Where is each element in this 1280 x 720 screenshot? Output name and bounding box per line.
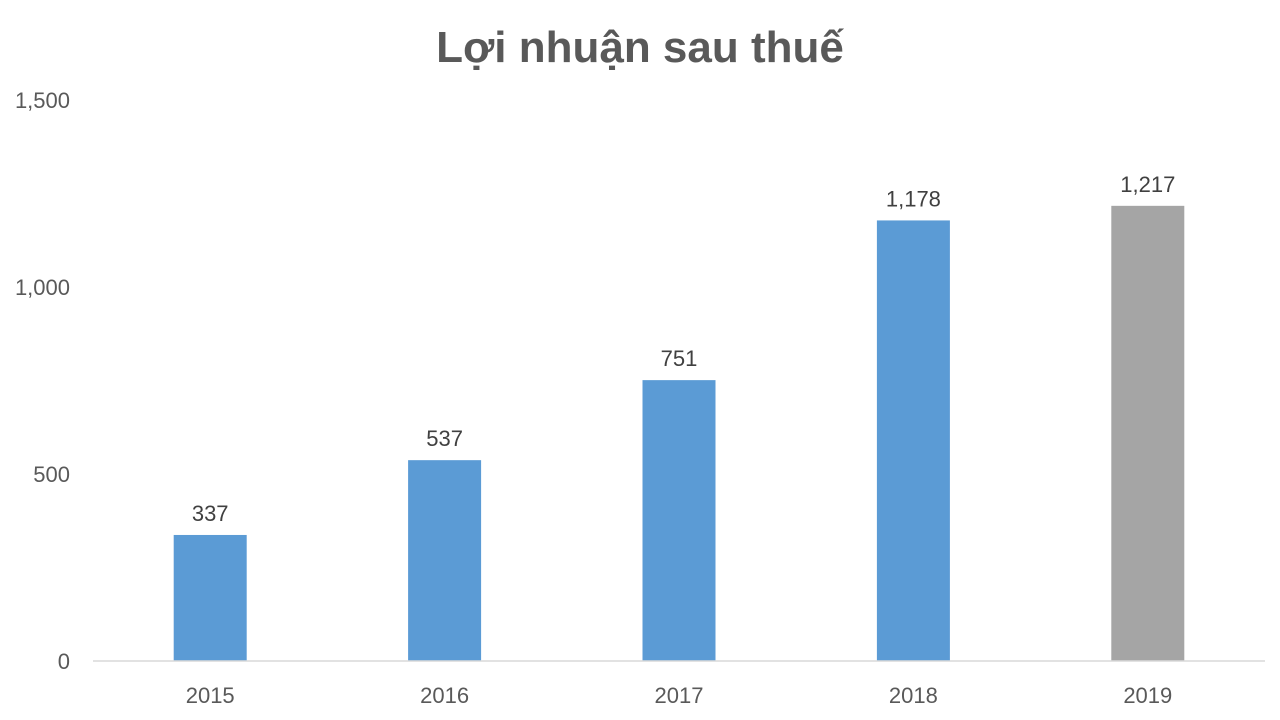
x-tick-label: 2015 [186,683,235,708]
x-tick-label: 2016 [420,683,469,708]
bar-2016 [408,460,482,661]
x-tick-label: 2017 [655,683,704,708]
bar-2015 [173,534,247,661]
bars: 337 537 751 1,178 1,217 [173,172,1185,662]
y-tick-label: 500 [33,462,70,487]
y-tick-label: 0 [58,649,70,674]
data-label: 337 [192,501,229,526]
data-label: 537 [426,426,463,451]
x-tick-label: 2018 [889,683,938,708]
y-tick-label: 1,000 [15,275,70,300]
data-label: 1,178 [886,186,941,211]
x-tick-label: 2019 [1123,683,1172,708]
bar-2017 [642,380,716,661]
bar-2019 [1111,205,1185,662]
y-tick-label: 1,500 [15,88,70,113]
x-axis: 2015 2016 2017 2018 2019 [186,683,1173,708]
data-label: 1,217 [1120,172,1175,197]
bar-2018 [876,220,950,662]
data-label: 751 [661,346,698,371]
y-axis: 0 500 1,000 1,500 [15,88,70,674]
chart-title: Lợi nhuận sau thuế [436,23,844,72]
